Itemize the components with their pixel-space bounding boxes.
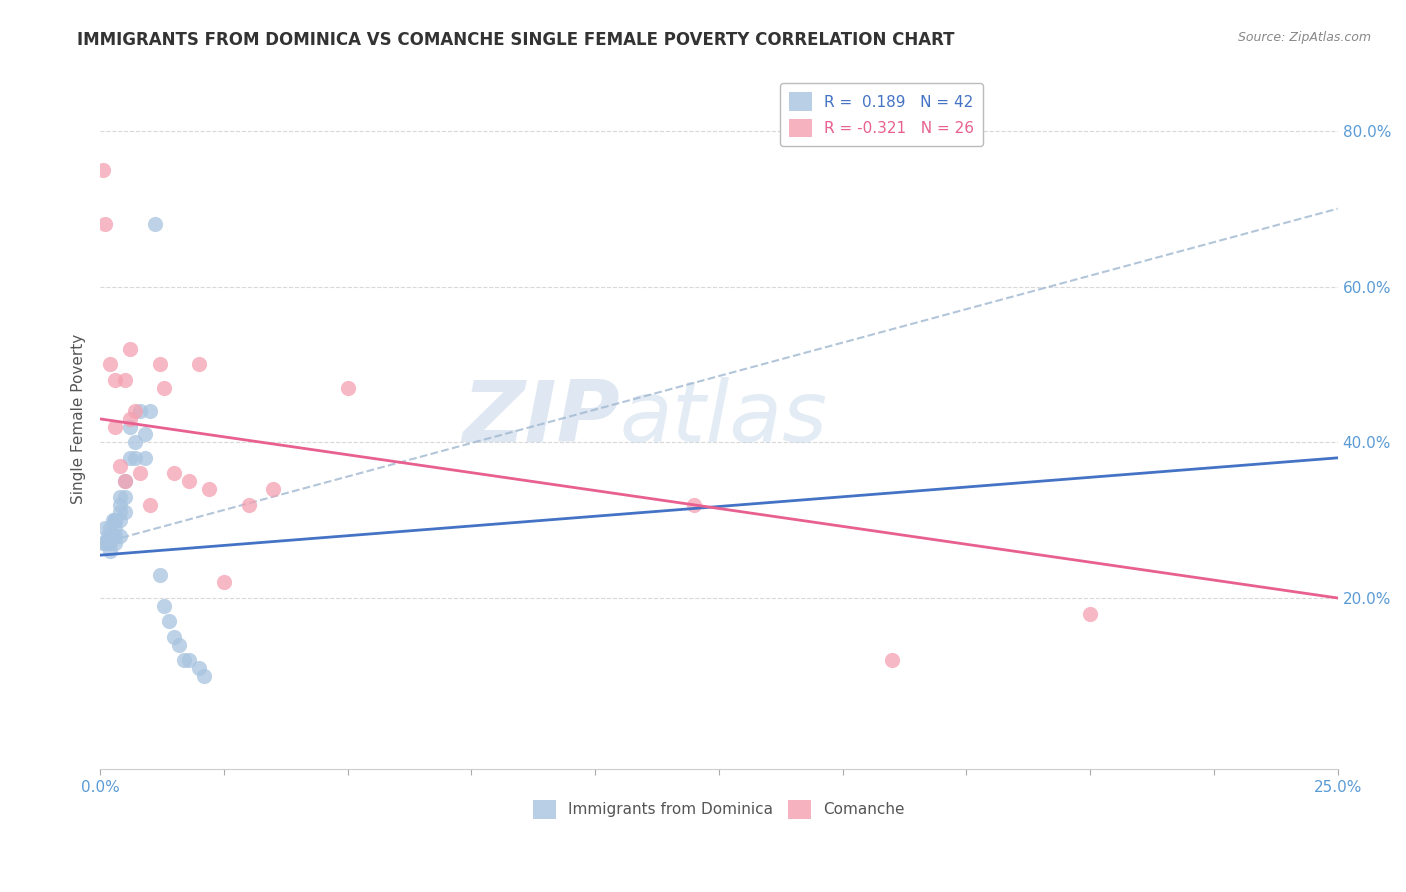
Point [118,412,141,426]
Point [98,521,121,535]
Point [98,544,121,558]
Point [98,529,121,543]
Point [94,536,117,550]
Point [128,404,150,418]
Legend: Immigrants from Dominica, Comanche: Immigrants from Dominica, Comanche [527,794,911,825]
Point [134,427,156,442]
Point [198,482,221,496]
Point [101,529,124,543]
Point [91,536,114,550]
Point [98,536,121,550]
Point [96,536,118,550]
Point [882,653,904,667]
Point [124,404,146,418]
Point [108,498,131,512]
Point [104,536,127,550]
Point [94,521,117,535]
Point [128,467,150,481]
Point [108,505,131,519]
Point [163,630,186,644]
Point [159,615,181,629]
Point [262,482,284,496]
Point [98,358,121,372]
Point [104,521,127,535]
Point [114,474,136,488]
Y-axis label: Single Female Poverty: Single Female Poverty [72,334,86,504]
Point [179,653,201,667]
Point [179,474,201,488]
Point [108,513,131,527]
Point [104,513,127,527]
Point [114,505,136,519]
Point [124,450,146,465]
Text: Source: ZipAtlas.com: Source: ZipAtlas.com [1237,31,1371,45]
Point [114,474,136,488]
Point [188,661,211,675]
Point [193,669,215,683]
Point [238,498,260,512]
Point [104,373,127,387]
Point [143,217,166,231]
Point [148,567,170,582]
Point [96,529,118,543]
Point [153,381,176,395]
Point [148,358,170,372]
Point [118,419,141,434]
Point [104,419,127,434]
Point [138,498,160,512]
Point [118,342,141,356]
Text: ZIP: ZIP [463,377,620,460]
Point [114,490,136,504]
Point [124,435,146,450]
Point [173,653,195,667]
Point [118,450,141,465]
Point [188,358,211,372]
Text: IMMIGRANTS FROM DOMINICA VS COMANCHE SINGLE FEMALE POVERTY CORRELATION CHART: IMMIGRANTS FROM DOMINICA VS COMANCHE SIN… [77,31,955,49]
Point [336,381,359,395]
Point [683,498,706,512]
Point [1078,607,1101,621]
Point [169,638,191,652]
Point [108,490,131,504]
Point [104,513,127,527]
Point [212,575,235,590]
Point [134,450,156,465]
Point [163,467,186,481]
Point [94,217,117,231]
Text: atlas: atlas [620,377,828,460]
Point [101,513,124,527]
Point [108,458,131,473]
Point [153,599,176,613]
Point [104,529,127,543]
Point [91,162,114,177]
Point [108,529,131,543]
Point [138,404,160,418]
Point [114,373,136,387]
